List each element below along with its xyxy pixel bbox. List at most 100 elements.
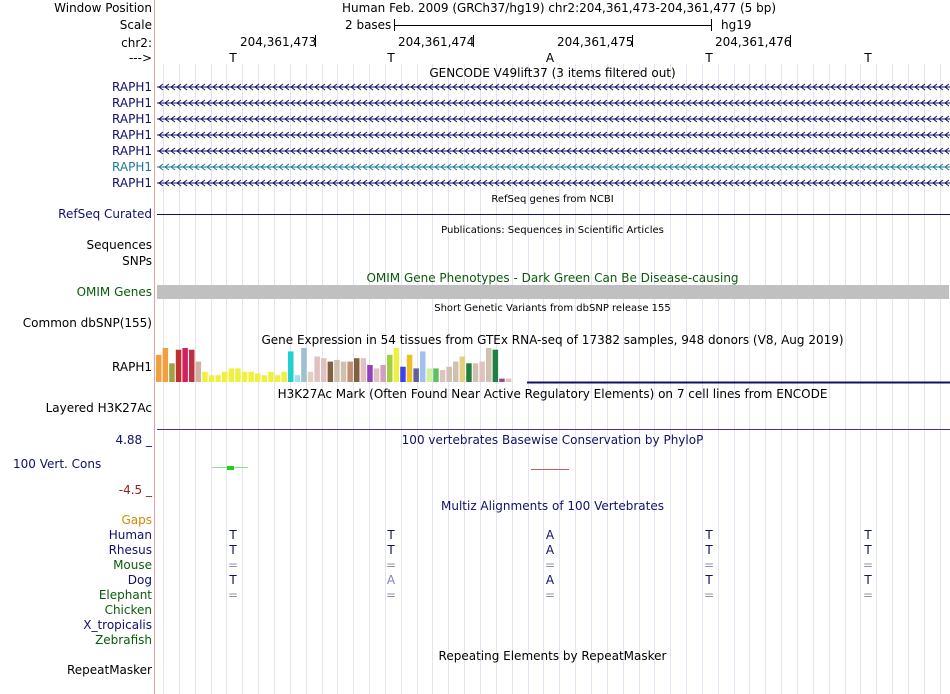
strand-arrow (632, 179, 638, 187)
omim-label[interactable]: OMIM Genes (76, 285, 152, 299)
strand-arrow (470, 99, 476, 107)
strand-arrow (212, 163, 218, 171)
gencode-gene-label[interactable]: RAPH1 (112, 160, 152, 174)
species-label-elephant[interactable]: Elephant (98, 588, 152, 602)
strand-arrow (746, 83, 752, 91)
gencode-gene-label[interactable]: RAPH1 (112, 176, 152, 190)
strand-arrow (644, 147, 650, 155)
omim-gene-bar[interactable] (157, 285, 949, 299)
strand-arrow (536, 179, 542, 187)
strand-arrow (668, 115, 674, 123)
strand-arrow (500, 131, 506, 139)
strand-arrow (764, 131, 770, 139)
strand-arrow (782, 147, 788, 155)
multiz-track-title[interactable]: Multiz Alignments of 100 Vertebrates (440, 499, 665, 513)
strand-arrow (932, 147, 938, 155)
gencode-transcript[interactable] (157, 131, 950, 139)
dbsnp-label[interactable]: Common dbSNP(155) (22, 316, 152, 330)
repeatmasker-track-title[interactable]: Repeating Elements by RepeatMasker (438, 649, 667, 663)
gtex-tissue-bar (228, 368, 235, 382)
strand-arrow (554, 115, 560, 123)
strand-arrow (392, 147, 398, 155)
strand-arrow (932, 163, 938, 171)
species-label-mouse[interactable]: Mouse (113, 558, 152, 572)
gencode-transcript[interactable] (157, 179, 950, 187)
gaps-label[interactable]: Gaps (121, 513, 152, 527)
phylop-track-title[interactable]: 100 vertebrates Basewise Conservation by… (401, 433, 704, 447)
gencode-gene-label[interactable]: RAPH1 (112, 128, 152, 142)
strand-arrow (182, 131, 188, 139)
strand-arrow (932, 83, 938, 91)
strand-arrow (734, 99, 740, 107)
strand-arrow (362, 131, 368, 139)
strand-arrow (698, 147, 704, 155)
strand-arrow (206, 83, 212, 91)
sequences-label[interactable]: Sequences (86, 238, 152, 252)
strand-arrow (620, 179, 626, 187)
strand-arrow (890, 147, 896, 155)
refseq-label[interactable]: RefSeq Curated (58, 207, 152, 221)
strand-arrow (578, 83, 584, 91)
gencode-transcript[interactable] (157, 99, 950, 107)
h3k27ac-label[interactable]: Layered H3K27Ac (45, 401, 152, 415)
strand-arrow (188, 163, 194, 171)
strand-arrow (446, 147, 452, 155)
h3k27ac-track-title[interactable]: H3K27Ac Mark (Often Found Near Active Re… (277, 387, 828, 401)
reference-base: A (545, 51, 555, 65)
strand-arrow (410, 163, 416, 171)
strand-arrow (296, 179, 302, 187)
species-label-dog[interactable]: Dog (127, 573, 152, 587)
strand-arrow (770, 99, 776, 107)
strand-arrow (500, 147, 506, 155)
strand-arrow (620, 83, 626, 91)
gencode-gene-label[interactable]: RAPH1 (112, 80, 152, 94)
gencode-gene-label[interactable]: RAPH1 (112, 96, 152, 110)
aligned-base: = (703, 588, 715, 602)
strand-arrow (392, 179, 398, 187)
strand-arrow (662, 83, 668, 91)
species-label-human[interactable]: Human (108, 528, 152, 542)
gencode-transcript[interactable] (157, 83, 950, 91)
strand-arrow (686, 83, 692, 91)
strand-arrow (938, 99, 944, 107)
strand-arrow (692, 163, 698, 171)
strand-arrow (242, 83, 248, 91)
strand-arrow (542, 99, 548, 107)
gtex-gene-label[interactable]: RAPH1 (112, 360, 152, 374)
gtex-track-title[interactable]: Gene Expression in 54 tissues from GTEx … (261, 333, 844, 347)
strand-arrow (254, 131, 260, 139)
strand-arrow (638, 163, 644, 171)
omim-track-title[interactable]: OMIM Gene Phenotypes - Dark Green Can Be… (366, 271, 739, 285)
species-label-chicken[interactable]: Chicken (104, 603, 152, 617)
strand-arrow (698, 179, 704, 187)
strand-arrow (854, 147, 860, 155)
gtex-bar-chart[interactable] (155, 348, 950, 384)
gencode-transcript[interactable] (157, 163, 950, 171)
strand-arrow (248, 99, 254, 107)
phylop-label[interactable]: 100 Vert. Cons (13, 457, 102, 471)
species-label-rhesus[interactable]: Rhesus (108, 543, 152, 557)
strand-arrow (500, 179, 506, 187)
gencode-track-title[interactable]: GENCODE V49lift37 (3 items filtered out) (429, 66, 676, 80)
strand-arrow (386, 163, 392, 171)
repeatmasker-label[interactable]: RepeatMasker (66, 663, 152, 677)
strand-arrow (872, 179, 878, 187)
dbsnp-track-title[interactable]: Short Genetic Variants from dbSNP releas… (434, 303, 671, 314)
strand-arrow (590, 83, 596, 91)
gencode-transcript[interactable] (157, 115, 950, 123)
species-label-zebrafish[interactable]: Zebrafish (95, 633, 152, 647)
refseq-track-title[interactable]: RefSeq genes from NCBI (491, 194, 614, 205)
refseq-gene-line[interactable] (157, 214, 950, 215)
species-label-x_tropicalis[interactable]: X_tropicalis (83, 618, 152, 632)
publications-track-title[interactable]: Publications: Sequences in Scientific Ar… (441, 225, 664, 236)
strand-arrow (926, 115, 932, 123)
strand-arrow (278, 99, 284, 107)
strand-arrow (260, 147, 266, 155)
gencode-gene-label[interactable]: RAPH1 (112, 144, 152, 158)
gtex-tissue-bar (433, 368, 439, 382)
snps-label[interactable]: SNPs (122, 254, 152, 268)
gencode-gene-label[interactable]: RAPH1 (112, 112, 152, 126)
gtex-tissue-bar (261, 375, 268, 382)
strand-arrow (380, 163, 386, 171)
gencode-transcript[interactable] (157, 147, 950, 155)
